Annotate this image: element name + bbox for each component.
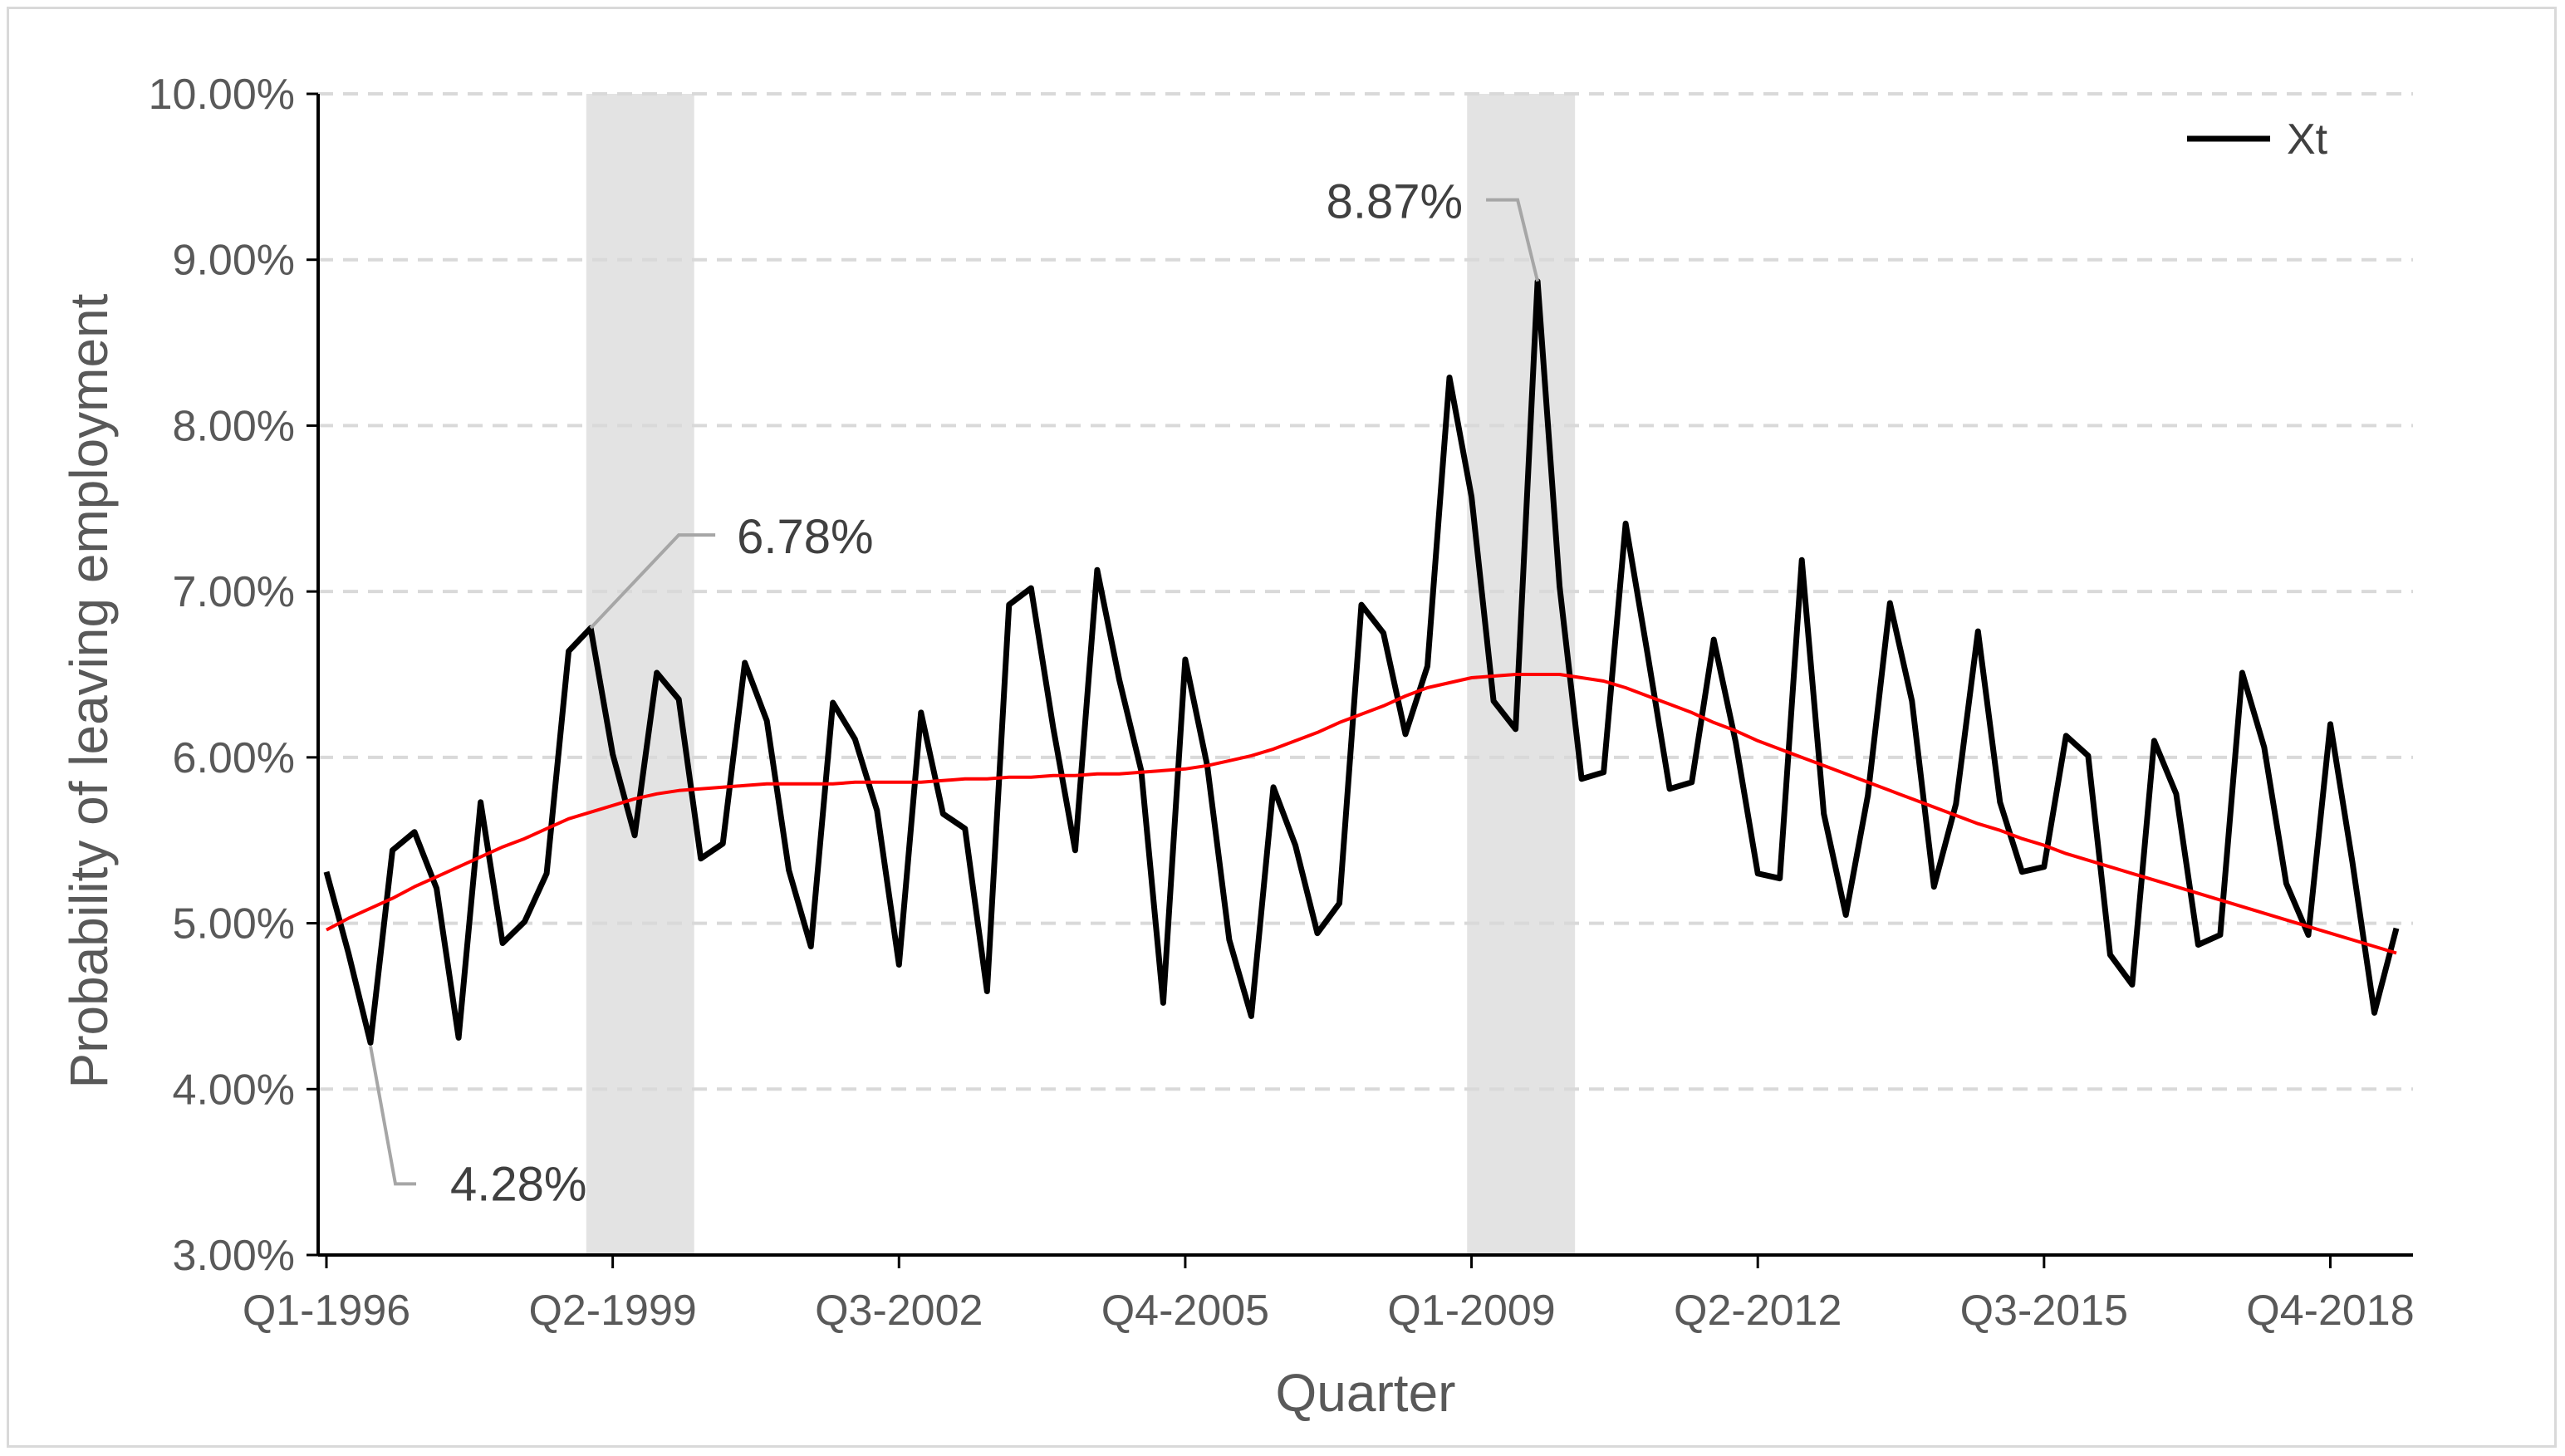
y-tick-label: 10.00% (149, 71, 295, 119)
y-tick-label: 3.00% (173, 1232, 295, 1280)
x-tick-label: Q1-2009 (1387, 1287, 1555, 1335)
x-tick-label: Q2-2012 (1674, 1287, 1842, 1335)
y-tick-label: 7.00% (173, 568, 295, 616)
x-tick-label: Q4-2005 (1101, 1287, 1269, 1335)
x-tick-label: Q1-1996 (243, 1287, 410, 1335)
y-tick-label: 4.00% (173, 1066, 295, 1114)
y-tick-label: 5.00% (173, 900, 295, 949)
x-tick-label: Q3-2015 (1960, 1287, 2128, 1335)
series-line-xt (323, 278, 2400, 1046)
annotations: 4.28% 6.78% 8.87% (369, 175, 1540, 1211)
annotation-label: 6.78% (737, 510, 873, 564)
y-axis-title: Probability of leaving employment (59, 293, 119, 1088)
series-line-trend (326, 673, 2397, 955)
chart-frame: 3.00% 4.00% 5.00% 6.00% 7.00% 8.00% 9.00% 10.00… (7, 7, 2557, 1448)
y-tick-label: 9.00% (173, 237, 295, 285)
shaded-period-1 (586, 94, 694, 1255)
legend: Xt (2187, 115, 2328, 164)
x-tick-label: Q2-1999 (528, 1287, 696, 1335)
y-tick-label: 6.00% (173, 734, 295, 782)
line-chart: 3.00% 4.00% 5.00% 6.00% 7.00% 8.00% 9.00% 10.00… (59, 71, 2415, 1423)
annotation-label: 4.28% (450, 1157, 586, 1211)
x-tick-label: Q4-2018 (2246, 1287, 2414, 1335)
legend-label: Xt (2287, 115, 2328, 164)
y-tick-label: 8.00% (173, 402, 295, 450)
annotation-leader (1486, 198, 1540, 282)
annotation-leader (589, 533, 716, 630)
annotation-leader (369, 1046, 417, 1186)
axes: 3.00% 4.00% 5.00% 6.00% 7.00% 8.00% 9.00% 10.00… (149, 71, 2415, 1335)
x-tick-label: Q3-2002 (815, 1287, 983, 1335)
series-lines (323, 278, 2400, 1046)
annotation-label: 8.87% (1327, 175, 1463, 229)
x-axis-title: Quarter (1276, 1363, 1456, 1423)
